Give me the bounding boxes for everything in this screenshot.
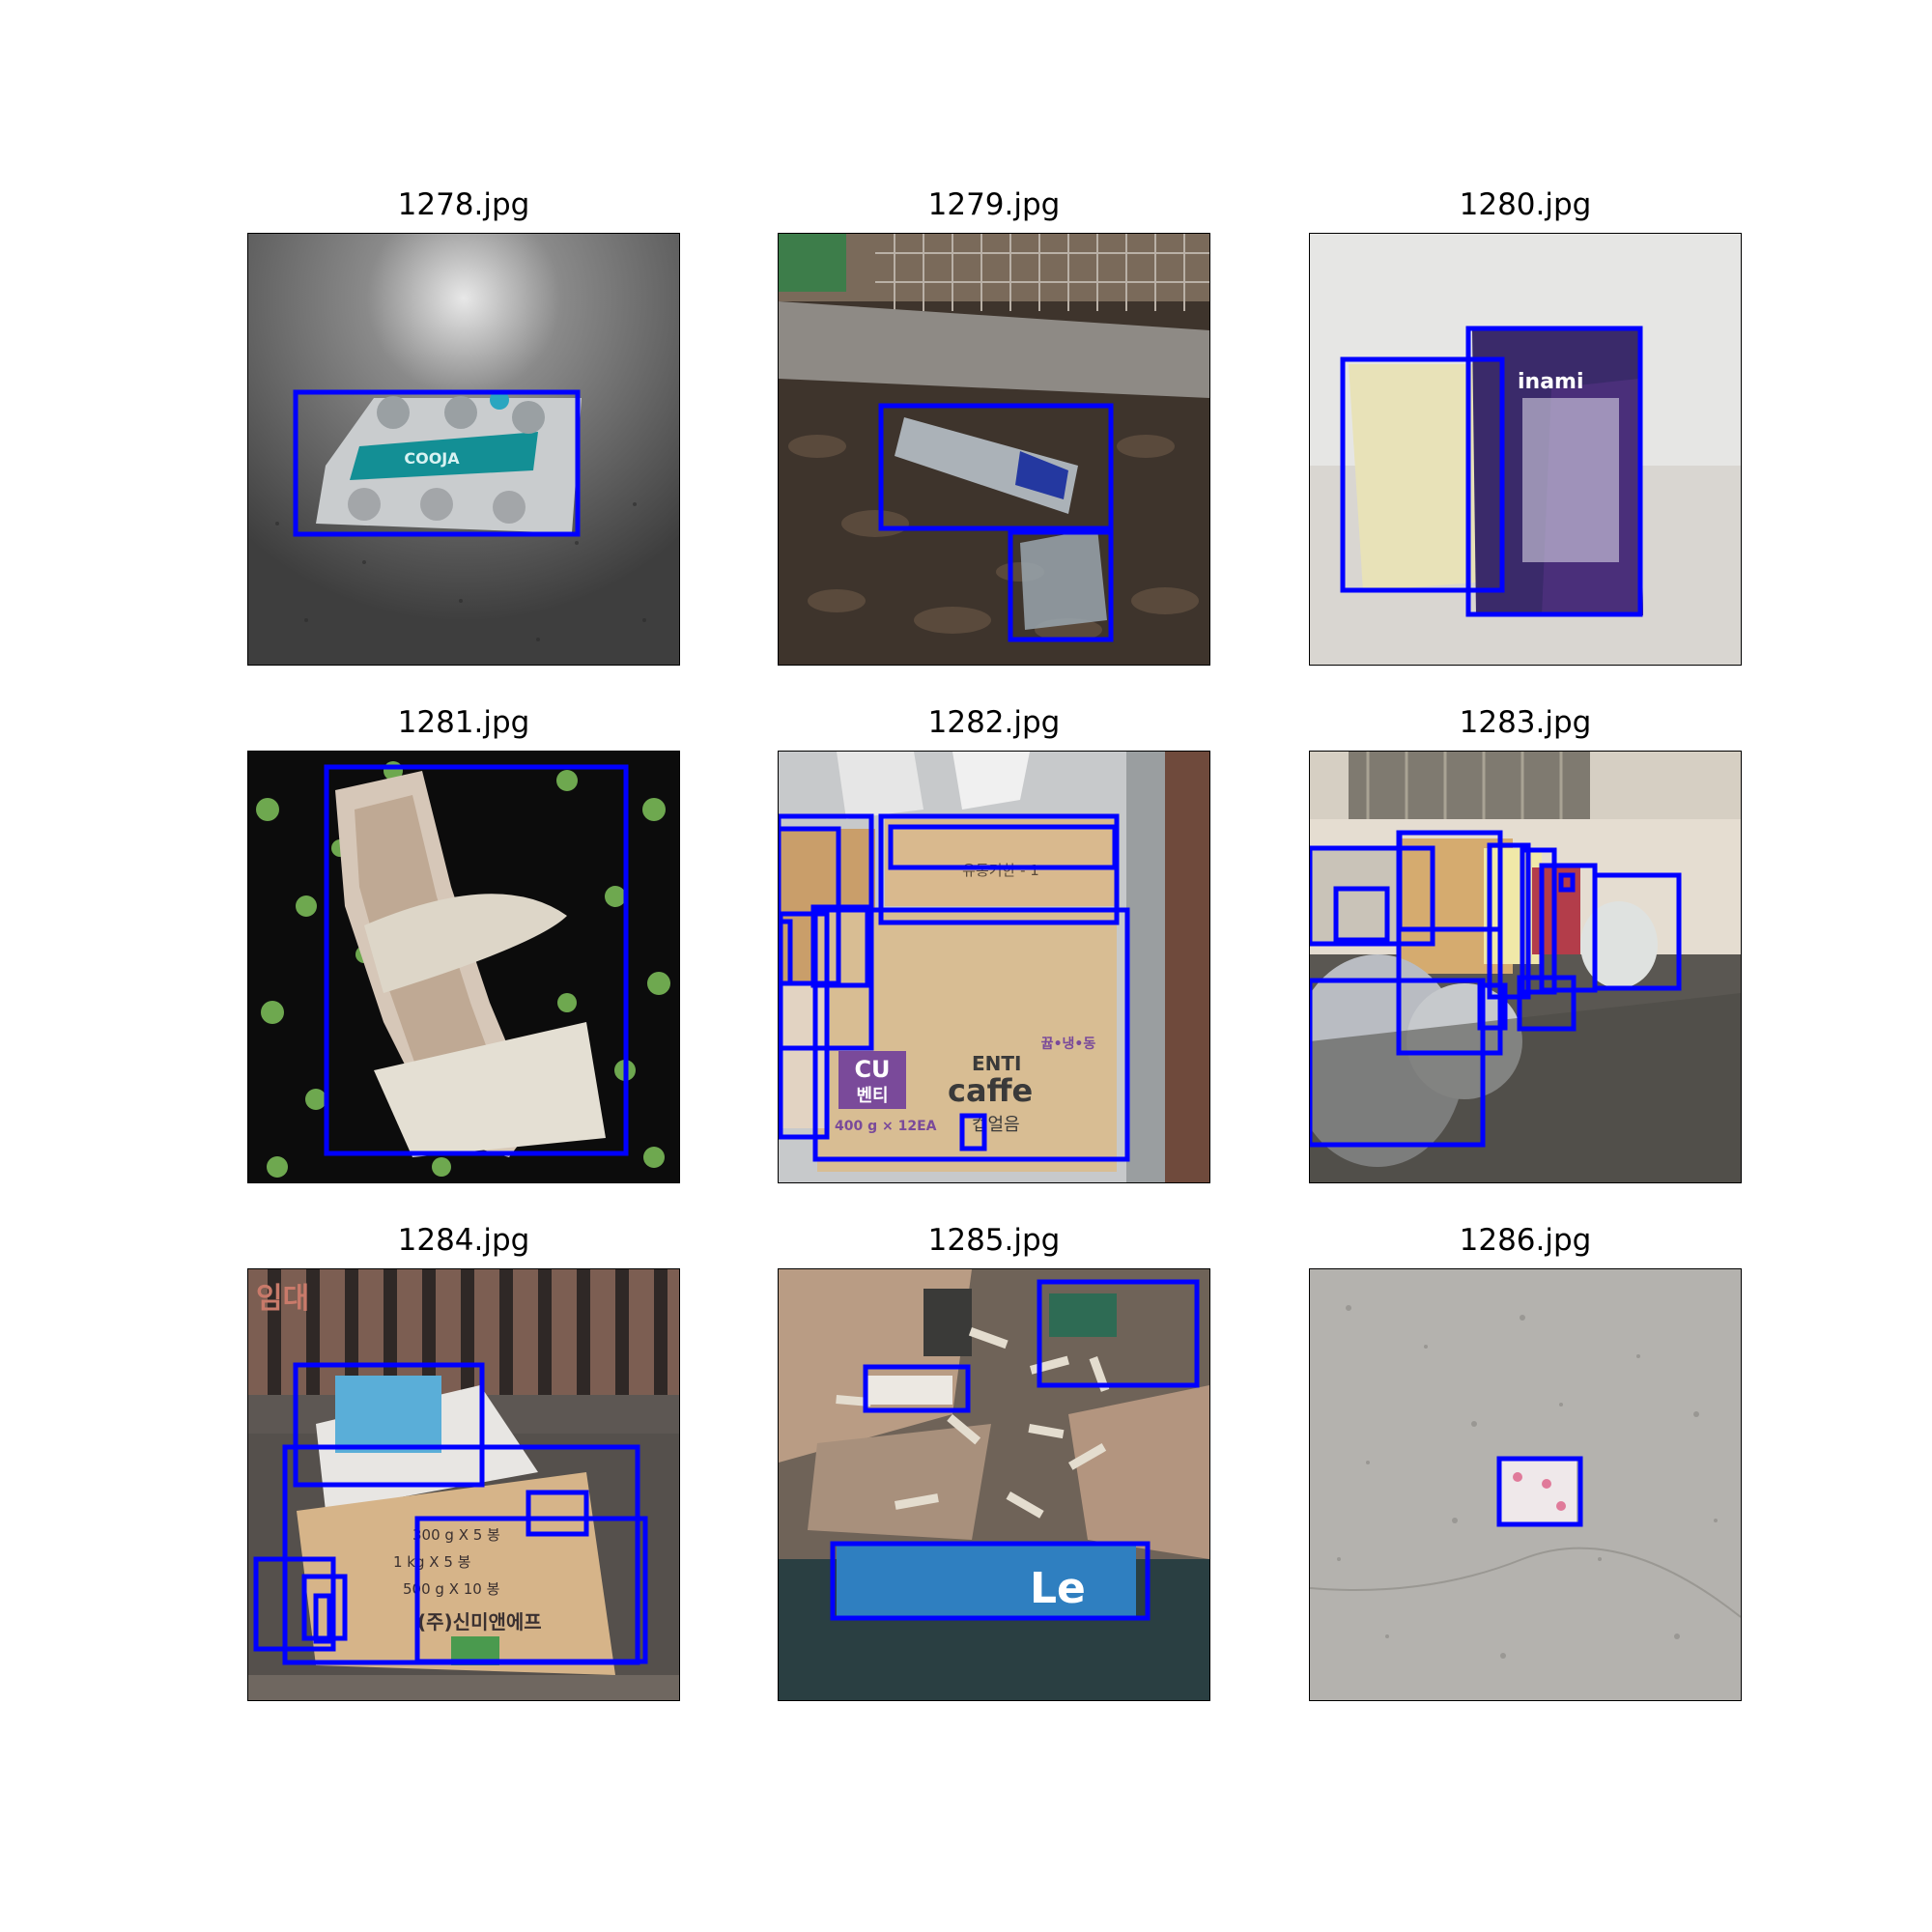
image-trash-pile xyxy=(1310,752,1741,1182)
box-text: (주)신미앤에프 xyxy=(417,1610,542,1634)
bbox xyxy=(1477,982,1508,1031)
bbox xyxy=(1037,1279,1200,1388)
box-text: caffe xyxy=(948,1072,1033,1109)
box-text: 400 g × 12EA xyxy=(835,1119,937,1134)
panel-title: 1285.jpg xyxy=(927,1223,1061,1258)
bbox xyxy=(1310,845,1435,947)
bbox xyxy=(253,1556,336,1652)
box-text: 1 kg X 5 봉 xyxy=(393,1553,470,1571)
box-text: 뀹•냉•동 xyxy=(1041,1037,1096,1052)
photo-1284: 임대 300 g X 5 봉 1 kg X 5 봉 500 g X 10 봉 (… xyxy=(247,1268,680,1701)
box-text: ENTI xyxy=(972,1052,1021,1075)
blister-label-text: COOJA xyxy=(404,449,460,468)
bbox xyxy=(812,907,1130,1162)
image-paper-boxes: 임대 300 g X 5 봉 1 kg X 5 봉 500 g X 10 봉 (… xyxy=(248,1269,679,1700)
photo-1283 xyxy=(1309,751,1742,1183)
photo-1282: 유통기한 - 1 CU 벤티 뀹•냉•동 ENTI caffe 컵얼음 400 … xyxy=(778,751,1210,1183)
bbox xyxy=(414,1516,648,1664)
photo-1281 xyxy=(247,751,680,1183)
panel-title: 1281.jpg xyxy=(397,705,530,740)
photo-1280: inami xyxy=(1309,233,1742,666)
bbox xyxy=(1465,326,1643,617)
bbox xyxy=(959,1113,987,1151)
panel-title: 1284.jpg xyxy=(397,1223,530,1258)
panel-title: 1286.jpg xyxy=(1459,1223,1592,1258)
bbox xyxy=(888,824,1118,870)
box-text: 유통기한 - 1 xyxy=(962,862,1039,879)
photo-1278: COOJA xyxy=(247,233,680,666)
bbox xyxy=(779,911,830,1140)
bbox xyxy=(313,1593,332,1644)
image-bottles-leaves xyxy=(779,234,1209,665)
image-cardboard-boxes: 유통기한 - 1 CU 벤티 뀹•냉•동 ENTI caffe 컵얼음 400 … xyxy=(779,752,1209,1182)
box-text: 500 g X 10 봉 xyxy=(403,1580,499,1598)
image-snack-pouches: inami xyxy=(1310,234,1741,665)
bbox xyxy=(1517,975,1577,1032)
bbox xyxy=(1487,842,1531,1000)
image-cigarette-butts: Le xyxy=(779,1269,1209,1700)
photo-1286 xyxy=(1309,1268,1742,1701)
box-text: 300 g X 5 봉 xyxy=(412,1526,500,1544)
panel-title: 1283.jpg xyxy=(1459,705,1592,740)
panel-title: 1278.jpg xyxy=(397,187,530,222)
carton-text: Le xyxy=(1030,1564,1086,1613)
bbox xyxy=(1340,356,1505,593)
bbox xyxy=(779,919,793,986)
bbox xyxy=(1333,886,1390,943)
bbox xyxy=(1520,847,1557,995)
bbox xyxy=(863,1364,971,1413)
box-text: 벤티 xyxy=(856,1086,888,1106)
bbox xyxy=(301,1574,348,1641)
panel-title: 1279.jpg xyxy=(927,187,1061,222)
bbox xyxy=(1558,872,1576,893)
box-text: CU xyxy=(854,1056,890,1083)
bbox xyxy=(1496,1456,1583,1527)
bbox xyxy=(293,389,581,537)
bbox xyxy=(1008,529,1114,642)
bbox xyxy=(1396,830,1503,1056)
image-pill-blister-pack: COOJA xyxy=(248,234,679,665)
sign-text: 임대 xyxy=(256,1282,309,1316)
photo-1279 xyxy=(778,233,1210,666)
bbox xyxy=(878,403,1114,531)
bbox xyxy=(1592,872,1682,991)
bbox xyxy=(526,1490,589,1537)
image-sandal xyxy=(248,752,679,1182)
bbox xyxy=(324,764,629,1156)
panel-title: 1280.jpg xyxy=(1459,187,1592,222)
bbox xyxy=(830,1541,1151,1621)
pouch-label-text: inami xyxy=(1518,370,1584,394)
image-concrete xyxy=(1310,1269,1741,1700)
panel-title: 1282.jpg xyxy=(927,705,1061,740)
bbox xyxy=(293,1362,485,1488)
photo-1285: Le xyxy=(778,1268,1210,1701)
